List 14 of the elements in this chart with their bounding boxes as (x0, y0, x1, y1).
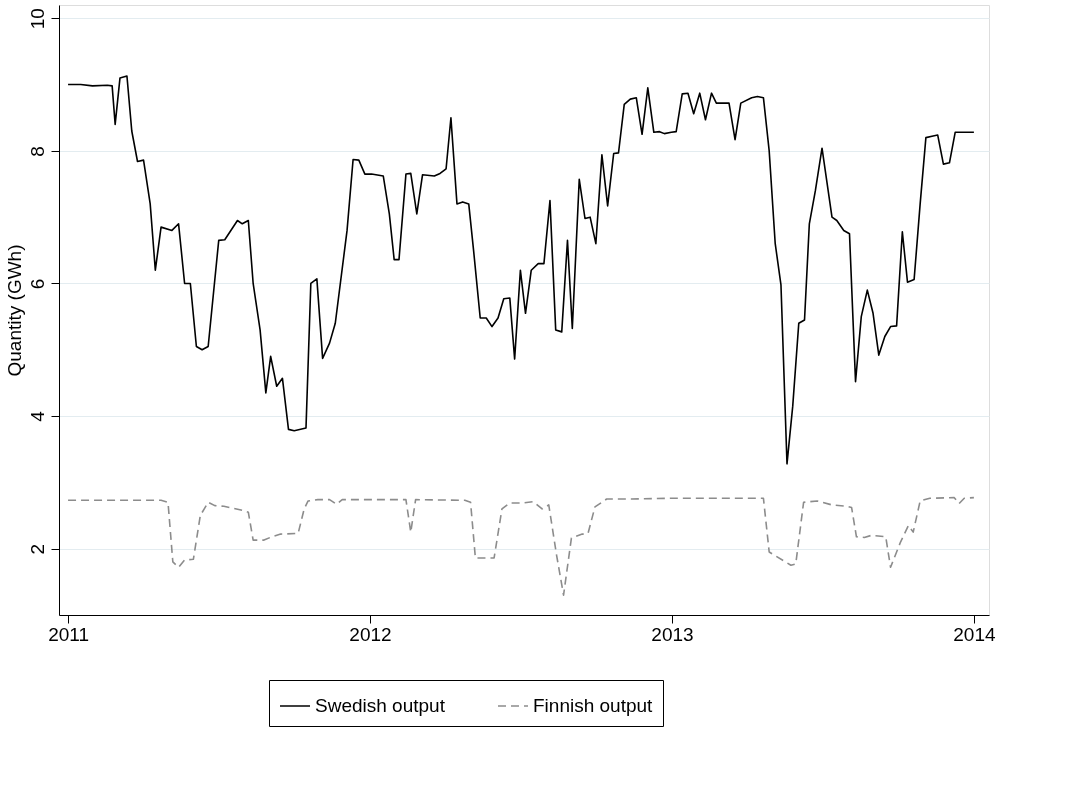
legend-label: Swedish output (315, 695, 446, 716)
y-tick-label: 6 (26, 278, 48, 290)
x-tick-label: 2014 (953, 623, 996, 645)
y-tick-label: 4 (26, 410, 48, 422)
y-tick-label: 2 (26, 543, 48, 555)
legend-label: Finnish output (533, 695, 654, 716)
x-tick-label: 2012 (349, 623, 392, 645)
x-tick-label: 2013 (651, 623, 694, 645)
y-tick-label: 10 (26, 8, 48, 30)
y-axis-title: Quantity (GWh) (3, 244, 25, 377)
line-series (67, 496, 975, 596)
y-tick-label: 8 (26, 146, 48, 157)
line-series (67, 75, 975, 465)
x-tick-label: 2011 (48, 623, 89, 645)
